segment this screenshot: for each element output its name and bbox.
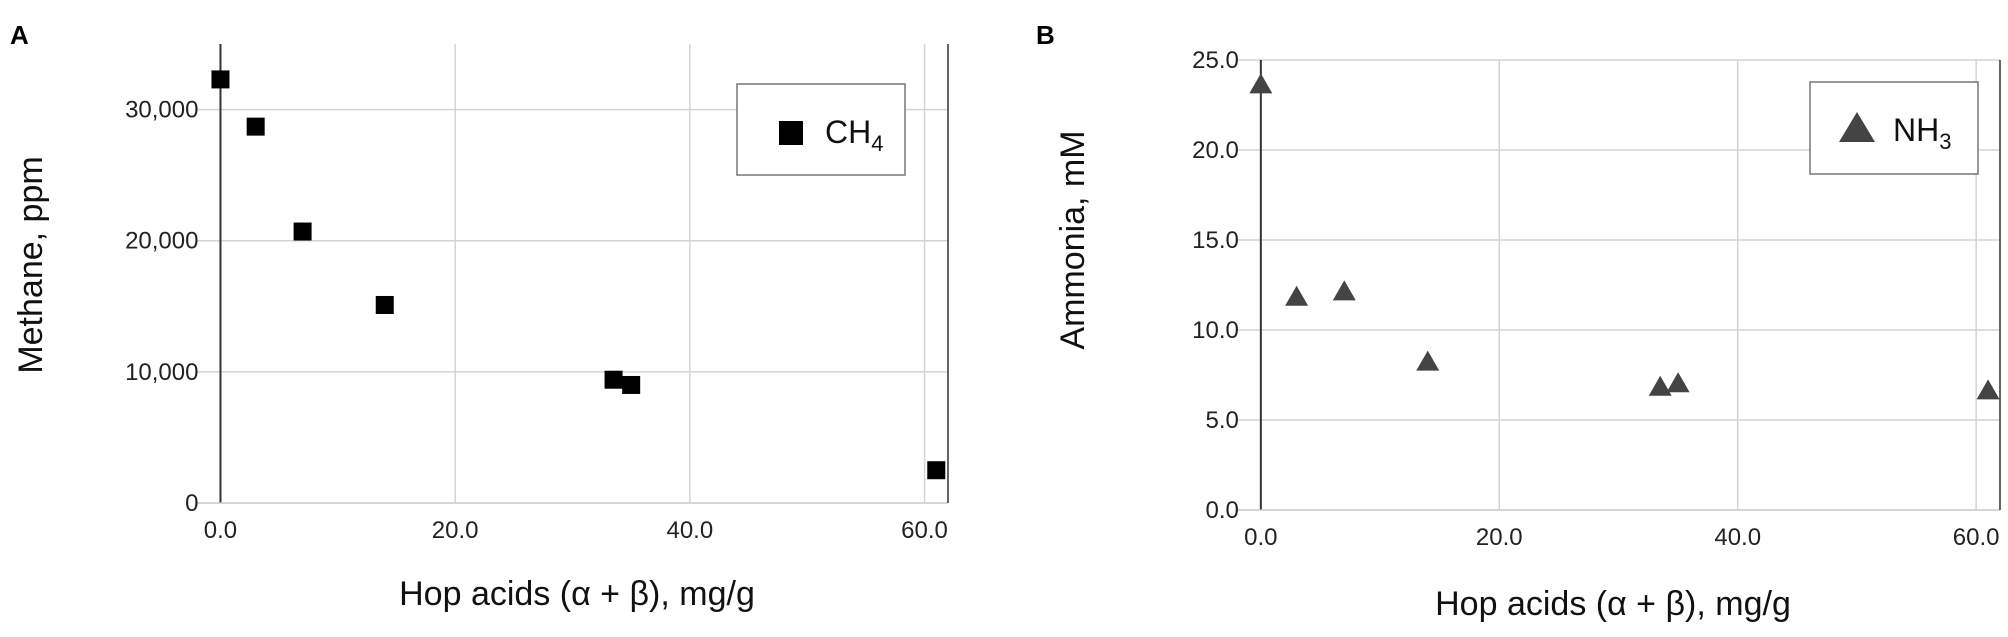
panel-a-legend-name: CH: [825, 114, 871, 150]
panel-b-y-tick-label: 10.0: [1192, 317, 1239, 344]
panel-a-square-point: [211, 70, 230, 89]
panel-b-x-tick-labels: 0.0 20.0 40.0 60.0: [1244, 524, 1999, 551]
panel-a-square-point: [375, 295, 394, 314]
panel-a-square-point: [246, 117, 265, 136]
panel-b-triangle-point: [1285, 285, 1309, 306]
panel-b-x-tick-label: 20.0: [1476, 524, 1523, 551]
panel-b-legend-triangle-marker: [1839, 112, 1875, 142]
panel-b-label: B: [1036, 20, 1055, 50]
panel-a-x-tick-label: 60.0: [901, 517, 948, 544]
panel-b-data-points: [1249, 73, 2000, 400]
panel-a-gridlines: [197, 44, 948, 503]
panel-b-triangle-point: [1332, 280, 1356, 301]
panel-a-x-axis-title: Hop acids (α + β), mg/g: [399, 575, 755, 613]
panel-a-x-tick-label: 20.0: [432, 517, 479, 544]
panel-a-data-points: [211, 70, 946, 480]
panel-b-legend-box: [1809, 81, 1979, 175]
panel-a-axes: [197, 44, 949, 504]
panel-b-triangle-point: [1249, 73, 1273, 94]
panel-a-legend-label: CH4: [825, 114, 883, 156]
panel-b-x-axis-title: Hop acids (α + β), mg/g: [1435, 585, 1791, 623]
panel-a-y-tick-labels: 0 10,000 20,000 30,000: [125, 97, 198, 517]
panel-b-ammonia-chart: B 0.0 5.0 10.0 15.0 20.0 25.0 0.0 20.0 40.0 60.0…: [1036, 20, 2001, 623]
panel-a-x-tick-labels: 0.0 20.0 40.0 60.0: [204, 517, 948, 544]
panel-a-y-tick-label: 30,000: [125, 97, 198, 124]
panel-b-triangle-point: [1666, 372, 1690, 393]
panel-a-square-point: [293, 222, 312, 241]
panel-b-legend: NH3: [1809, 81, 1979, 175]
panel-a-square-point: [604, 370, 623, 389]
panel-b-x-tick-label: 0.0: [1244, 524, 1277, 551]
panel-b-triangle-point: [1648, 375, 1672, 396]
panel-a-legend-subscript: 4: [871, 131, 883, 156]
panel-a-square-point: [622, 375, 641, 394]
panel-a-label: A: [10, 20, 29, 50]
panel-b-legend-subscript: 3: [1939, 129, 1951, 154]
panel-a-x-tick-label: 40.0: [666, 517, 713, 544]
panel-a-x-tick-label: 0.0: [204, 517, 237, 544]
panel-b-x-tick-label: 40.0: [1714, 524, 1761, 551]
panel-b-y-tick-label: 0.0: [1205, 497, 1238, 524]
panel-b-triangle-point: [1976, 379, 2000, 400]
panel-b-y-tick-label: 15.0: [1192, 227, 1239, 254]
panel-b-triangle-point: [1416, 350, 1440, 371]
panel-b-x-tick-label: 60.0: [1953, 524, 2000, 551]
panel-a-y-tick-label: 10,000: [125, 359, 198, 386]
panel-b-legend-label: NH3: [1893, 112, 1951, 154]
panel-a-y-axis-title: Methane, ppm: [12, 156, 50, 373]
panel-a-methane-chart: A 0 10,000 20,000 30,000 0.0 20.0 40.0 60.0 Ho…: [10, 20, 949, 613]
panel-b-y-tick-label: 25.0: [1192, 47, 1239, 74]
panel-a-legend: CH4: [736, 83, 906, 176]
panel-b-y-tick-label: 20.0: [1192, 137, 1239, 164]
panel-a-legend-box: [736, 83, 906, 176]
panel-a-legend-square-marker: [779, 121, 803, 145]
panel-b-legend-name: NH: [1893, 112, 1939, 148]
panel-a-y-tick-label: 0: [185, 490, 198, 517]
panel-b-y-axis-title: Ammonia, mM: [1054, 130, 1092, 349]
panel-a-square-point: [927, 461, 946, 480]
panel-a-y-tick-label: 20,000: [125, 228, 198, 255]
panel-b-axes: [1237, 60, 2001, 511]
panel-b-y-tick-label: 5.0: [1205, 407, 1238, 434]
panel-b-y-tick-labels: 0.0 5.0 10.0 15.0 20.0 25.0: [1192, 47, 1239, 524]
